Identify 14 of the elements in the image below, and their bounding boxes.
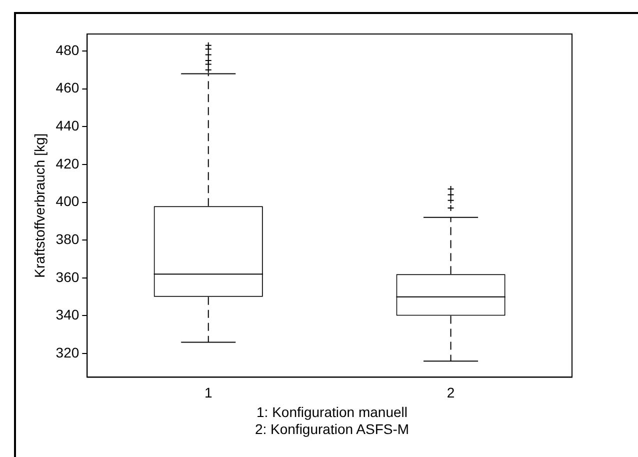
y-axis-title: Kraftstoffverbrauch [kg] [31, 133, 48, 278]
y-tick-label: 480 [56, 42, 80, 58]
y-tick-label: 460 [56, 80, 80, 96]
text: 1: Konfiguration manuell [256, 404, 408, 421]
y-tick-label: 420 [56, 155, 80, 172]
x-tick-label: 1 [204, 384, 212, 400]
y-tick-label: 400 [56, 193, 80, 210]
text: 2: Konfiguration ASFS-M [254, 421, 410, 438]
y-tick-label: 380 [56, 230, 80, 247]
y-tick-label: 340 [56, 306, 80, 323]
x-tick-label: 2 [446, 384, 455, 400]
y-tick-label: 360 [56, 268, 80, 285]
y-tick-label: 440 [56, 118, 80, 134]
y-tick-label: 320 [56, 344, 80, 360]
